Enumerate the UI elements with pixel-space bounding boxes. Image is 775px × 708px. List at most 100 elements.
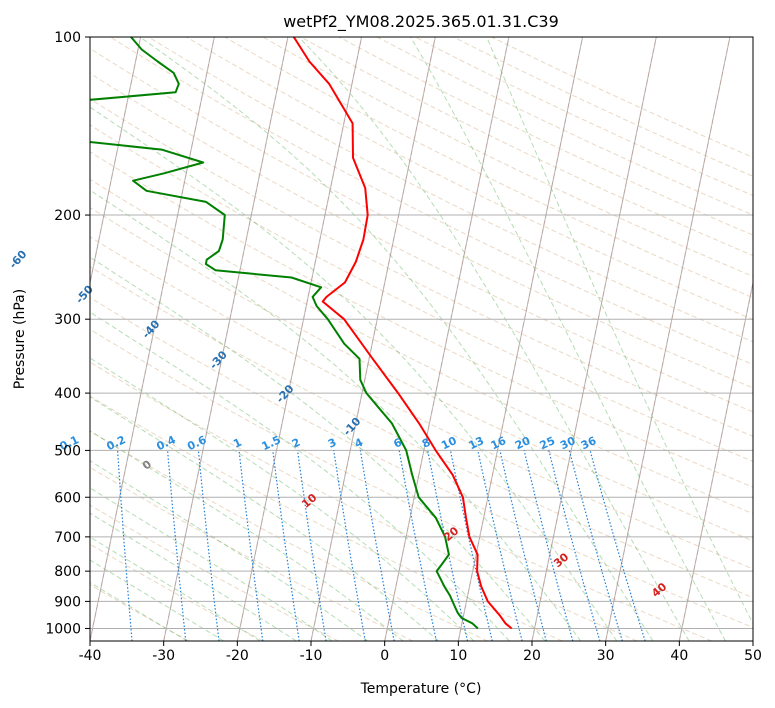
y-tick-label: 500 bbox=[54, 443, 81, 459]
moist-adiabat bbox=[90, 460, 368, 641]
moist-adiabat bbox=[90, 311, 510, 641]
mixing-ratio-line bbox=[477, 450, 523, 641]
profile-lines bbox=[90, 37, 513, 630]
background-lines bbox=[0, 37, 753, 641]
dry-adiabat bbox=[90, 361, 638, 641]
dashed-isotherm bbox=[752, 638, 753, 641]
moist-adiabat bbox=[410, 37, 727, 641]
mixing-ratio-label: 1 bbox=[231, 436, 243, 451]
mixing-ratio-label: 2 bbox=[290, 436, 302, 451]
dashed-isotherm bbox=[0, 37, 67, 641]
moist-adiabat bbox=[90, 256, 546, 641]
axis-ticks: -40 -30 -20 -10 0 10 20 30 40 5010020030040050060… bbox=[45, 30, 762, 664]
isotherm bbox=[310, 37, 436, 641]
x-tick-label: 20 bbox=[523, 648, 541, 664]
mixing-ratio-line bbox=[568, 450, 623, 641]
mixing-ratio-line bbox=[589, 450, 646, 641]
y-tick-label: 900 bbox=[54, 594, 81, 610]
y-tick-label: 200 bbox=[54, 208, 81, 224]
mixing-ratio-label: 13 bbox=[467, 434, 486, 452]
y-tick-label: 400 bbox=[54, 386, 81, 402]
dry-adiabat bbox=[90, 124, 753, 463]
isotherm bbox=[531, 37, 657, 641]
dry-adiabat bbox=[90, 430, 488, 641]
mixing-ratio-line bbox=[117, 450, 133, 641]
mixing-ratio-label: 3 bbox=[326, 436, 338, 451]
isotherm bbox=[163, 37, 289, 641]
moist-adiabat-label: 40 bbox=[649, 580, 669, 600]
isotherm bbox=[752, 638, 753, 641]
mixing-ratio-line bbox=[238, 450, 264, 641]
isotherm bbox=[0, 37, 67, 641]
mixing-ratio-line bbox=[523, 450, 574, 641]
y-tick-label: 1000 bbox=[45, 621, 81, 637]
moist-adiabat bbox=[90, 357, 475, 641]
dry-adiabat bbox=[90, 98, 753, 437]
moist-adiabat bbox=[90, 512, 297, 641]
dry-adiabat bbox=[90, 47, 753, 389]
moist-adiabat bbox=[90, 396, 439, 641]
moist-adiabat bbox=[90, 106, 618, 641]
x-tick-label: 40 bbox=[670, 648, 688, 664]
mixing-ratio-line bbox=[427, 450, 469, 641]
mixing-ratio-line bbox=[499, 450, 547, 641]
moist-adiabat bbox=[90, 559, 225, 641]
dashed-isotherm bbox=[678, 280, 753, 641]
temperature-line bbox=[292, 37, 513, 630]
dry-adiabat bbox=[109, 37, 753, 366]
x-tick-label: 10 bbox=[449, 648, 467, 664]
isotherm-label: -60 bbox=[7, 248, 30, 272]
dry-adiabat bbox=[90, 395, 563, 641]
dry-adiabat bbox=[414, 37, 753, 197]
y-tick-label: 600 bbox=[54, 490, 81, 506]
mixing-ratio-label: 10 bbox=[439, 434, 459, 452]
y-axis-label: Pressure (hPa) bbox=[12, 289, 28, 389]
isotherm bbox=[90, 37, 142, 286]
dry-adiabat bbox=[148, 37, 753, 343]
moist-adiabat bbox=[90, 430, 404, 641]
dewpoint-line bbox=[90, 37, 479, 630]
y-tick-label: 100 bbox=[54, 30, 81, 46]
dry-adiabat bbox=[90, 236, 753, 570]
dry-adiabat bbox=[186, 37, 753, 321]
dry-adiabat bbox=[90, 151, 753, 488]
mixing-ratio-line bbox=[359, 450, 395, 641]
x-tick-label: -30 bbox=[152, 648, 175, 664]
line-labels: 0.10.20.40.611.52346810131620253036-100-… bbox=[7, 248, 670, 600]
dry-adiabat bbox=[224, 37, 753, 299]
dry-adiabat bbox=[90, 266, 753, 599]
chart-title: wetPf2_YM08.2025.365.01.31.C39 bbox=[283, 12, 559, 32]
isotherm-label: -20 bbox=[274, 382, 297, 406]
x-tick-label: -10 bbox=[300, 648, 323, 664]
mixing-ratio-label: 16 bbox=[489, 434, 509, 452]
moist-adiabat bbox=[298, 37, 690, 641]
mixing-ratio-line bbox=[548, 450, 601, 641]
isotherm-label: -40 bbox=[140, 317, 163, 341]
mixing-ratio-lines bbox=[117, 450, 646, 641]
moist-adiabat bbox=[90, 189, 582, 641]
mixing-ratio-line bbox=[297, 450, 327, 641]
dry-adiabat bbox=[90, 543, 264, 641]
mixing-ratio-line bbox=[272, 450, 300, 641]
moist-adiabat-label: 10 bbox=[299, 491, 319, 511]
y-tick-label: 300 bbox=[54, 312, 81, 328]
dry-adiabat bbox=[90, 466, 414, 641]
dry-adiabat bbox=[90, 178, 753, 515]
mixing-ratio-label: 4 bbox=[353, 436, 366, 451]
plot-frame bbox=[89, 36, 754, 642]
dry-adiabat bbox=[453, 37, 753, 177]
isotherm bbox=[605, 37, 731, 641]
mixing-ratio-label: 20 bbox=[513, 434, 533, 452]
mixing-ratio-label: 30 bbox=[558, 434, 578, 452]
moist-adiabat bbox=[90, 536, 261, 641]
mixing-ratio-label: 25 bbox=[538, 434, 557, 452]
isotherm bbox=[457, 37, 584, 641]
x-axis-label: Temperature (°C) bbox=[360, 681, 482, 697]
x-tick-label: -20 bbox=[226, 648, 249, 664]
y-tick-label: 700 bbox=[54, 530, 81, 546]
dry-adiabat bbox=[90, 584, 190, 641]
isotherm bbox=[236, 37, 363, 641]
x-tick-label: -40 bbox=[79, 648, 102, 664]
dry-adiabat bbox=[491, 37, 753, 158]
